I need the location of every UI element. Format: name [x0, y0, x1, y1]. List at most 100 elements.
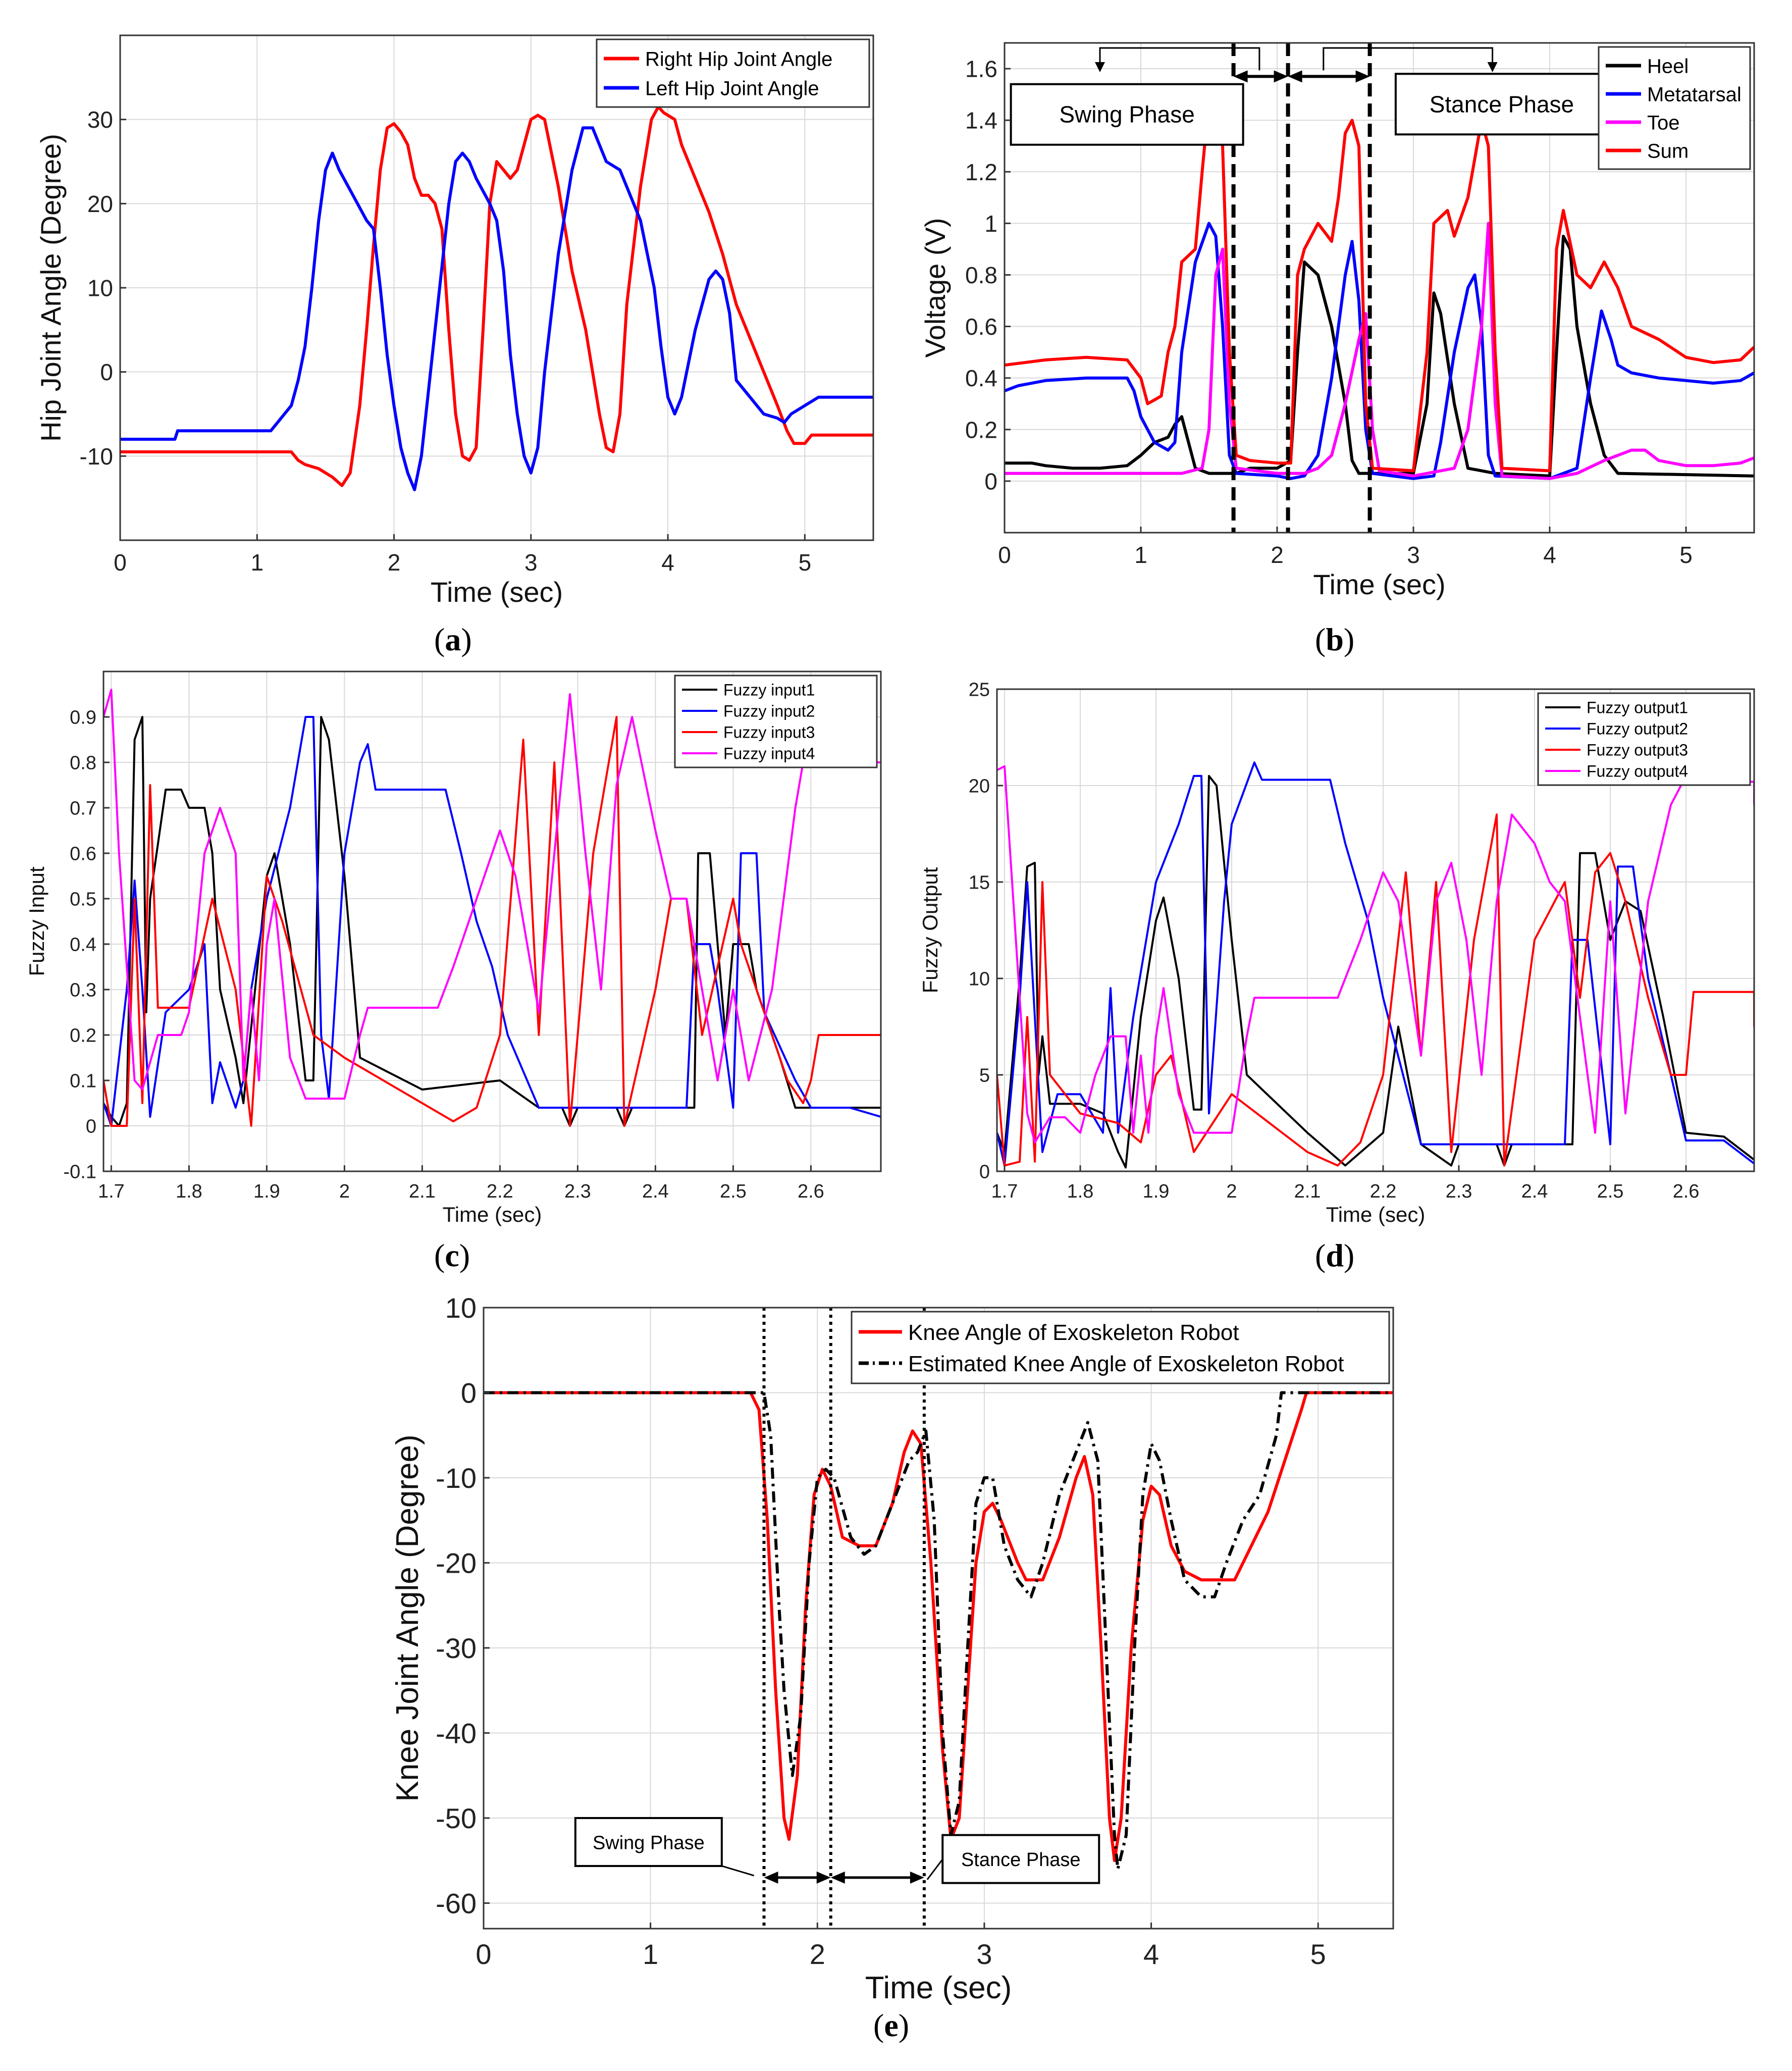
legend-label-4: Fuzzy output4	[1587, 762, 1688, 781]
x-tick-label: 1.7	[991, 1181, 1018, 1202]
annotation-connector-head	[1095, 62, 1105, 72]
phase-arrow-head	[830, 1871, 845, 1884]
y-tick-label: 0.6	[965, 314, 997, 340]
panel-label-b: (b)	[1315, 622, 1355, 657]
x-tick-label: 2.5	[1597, 1181, 1624, 1202]
legend-label-2: Estimated Knee Angle of Exoskeleton Robo…	[908, 1352, 1344, 1376]
annotation-box	[574, 1817, 723, 1867]
phase-arrow-head	[816, 1871, 831, 1884]
x-tick-label: 5	[1310, 1938, 1326, 1970]
legend-label-2: Fuzzy output2	[1587, 720, 1688, 738]
x-tick-label: 1.9	[253, 1181, 280, 1202]
x-tick-label: 2.6	[798, 1181, 824, 1202]
y-tick-label: 1.2	[965, 159, 997, 185]
panel-label-a: (a)	[434, 622, 472, 657]
chart-c: 1.7 1.8 1.9 2 2.1 2.2 2.3 2.4 2.5 2.6 -0.1 0 0.1 0.2 0…	[25, 670, 882, 1226]
y-tick-label: 0.4	[965, 365, 997, 391]
y-tick-label: -20	[436, 1547, 477, 1579]
x-tick-label: 1	[643, 1938, 658, 1970]
phase-markers: Swing Phase Stance Phase	[574, 1308, 1100, 1929]
x-axis-label: Time (sec)	[1326, 1203, 1426, 1226]
x-tick-label: 2.3	[1446, 1181, 1472, 1202]
phase-arrow-head	[1355, 70, 1370, 83]
x-tick-label: 0	[476, 1938, 491, 1970]
tick-labels: 0 1 2 3 4 5 0 0.2 0.4 0.6 0.8 1 1.2 1.4 1.6	[965, 56, 1693, 568]
annotation-connector	[721, 1865, 755, 1877]
legend-box	[851, 1311, 1390, 1384]
x-tick-label: 3	[524, 549, 538, 576]
y-tick-label: 30	[87, 107, 113, 133]
phase-arrow-head	[1233, 70, 1248, 83]
annotation-text: Swing Phase	[593, 1832, 705, 1853]
y-axis-label: Fuzzy Input	[25, 866, 48, 976]
legend-label-1: Fuzzy input1	[723, 681, 815, 699]
y-tick-label: -10	[80, 443, 113, 470]
legend-label-4: Fuzzy input4	[723, 745, 815, 763]
series-line-2	[997, 761, 1754, 1167]
y-tick-label: 20	[87, 191, 113, 217]
annotation-text: Stance Phase	[1430, 91, 1574, 117]
y-tick-label: 0.7	[70, 798, 96, 819]
x-tick-label: 2.6	[1673, 1181, 1700, 1202]
x-tick-label: 2.2	[487, 1181, 513, 1202]
x-tick-label: 1	[1134, 542, 1147, 568]
y-tick-label: 1	[984, 211, 997, 237]
legend-label-1: Right Hip Joint Angle	[645, 48, 832, 70]
y-tick-label: 1.6	[965, 56, 997, 82]
panel-label-e: (e)	[873, 2007, 910, 2043]
y-tick-label: 0.6	[70, 844, 96, 865]
legend: Fuzzy output1 Fuzzy output2 Fuzzy output3 F…	[1537, 692, 1751, 786]
tick-labels: 0 1 2 3 4 5 -60 -50 -40 -30 -20 -10 0 10	[436, 1292, 1326, 1970]
y-axis-label: Hip Joint Angle (Degree)	[35, 134, 67, 442]
x-tick-label: 0	[998, 542, 1011, 568]
axes-frame	[102, 670, 882, 1172]
x-tick-label: 2.4	[642, 1181, 669, 1202]
panel-label-d: (d)	[1315, 1237, 1355, 1273]
x-tick-label: 1.8	[1067, 1181, 1094, 1202]
panel-label-c: (c)	[434, 1237, 470, 1273]
legend-label-4: Sum	[1647, 140, 1689, 162]
y-tick-label: 0.9	[70, 707, 96, 729]
x-tick-label: 2	[1271, 542, 1284, 568]
y-tick-label: 1.4	[965, 108, 997, 134]
grid	[120, 35, 873, 540]
series-line-2	[484, 1391, 1393, 1871]
y-tick-label: 5	[979, 1065, 990, 1086]
annotation-swing: Swing Phase	[574, 1817, 723, 1867]
chart-e: Swing Phase Stance Phase 0 1 2 3 4 5 -60 -50 -40 -3…	[390, 1292, 1394, 2005]
axes-frame	[996, 688, 1755, 1172]
y-axis-label: Fuzzy Output	[918, 867, 942, 993]
series-line-3	[103, 716, 881, 1127]
y-tick-label: 0	[100, 359, 113, 385]
x-tick-label: 4	[661, 549, 674, 576]
y-tick-label: 0.1	[70, 1071, 96, 1092]
x-tick-label: 1.7	[98, 1181, 125, 1202]
series-line-4	[103, 689, 881, 1100]
x-tick-label: 2	[388, 549, 401, 576]
legend: Heel Metatarsal Toe Sum	[1598, 46, 1751, 170]
annotation-connector	[1099, 47, 1260, 71]
legend-label-3: Fuzzy input3	[723, 723, 815, 742]
y-tick-label: 0	[86, 1116, 96, 1137]
annotation-stance: Stance Phase	[1394, 73, 1609, 136]
y-tick-label: -50	[436, 1802, 477, 1834]
x-tick-label: 1.8	[176, 1181, 202, 1202]
legend-label-1: Fuzzy output1	[1587, 699, 1688, 717]
chart-d: 1.7 1.8 1.9 2 2.1 2.2 2.3 2.4 2.5 2.6 0 5 10 15 20 25 Ti…	[918, 680, 1755, 1226]
y-tick-label: 0.2	[965, 417, 997, 443]
x-tick-label: 2.5	[720, 1181, 747, 1202]
x-tick-label: 4	[1543, 542, 1556, 568]
y-tick-label: 0	[461, 1377, 477, 1409]
series-line-4	[997, 765, 1754, 1144]
x-axis-label: Time (sec)	[1313, 568, 1445, 600]
x-axis-label: Time (sec)	[431, 576, 563, 608]
legend-label-3: Fuzzy output3	[1587, 741, 1688, 759]
legend-label-2: Metatarsal	[1647, 83, 1742, 106]
legend-label-3: Toe	[1647, 112, 1680, 134]
series-line-1	[1005, 234, 1754, 478]
y-tick-label: 0	[979, 1162, 990, 1183]
legend-box	[1537, 692, 1751, 786]
y-tick-label: -60	[436, 1888, 477, 1920]
legend: Fuzzy input1 Fuzzy input2 Fuzzy input3 Fuzz…	[674, 675, 878, 768]
